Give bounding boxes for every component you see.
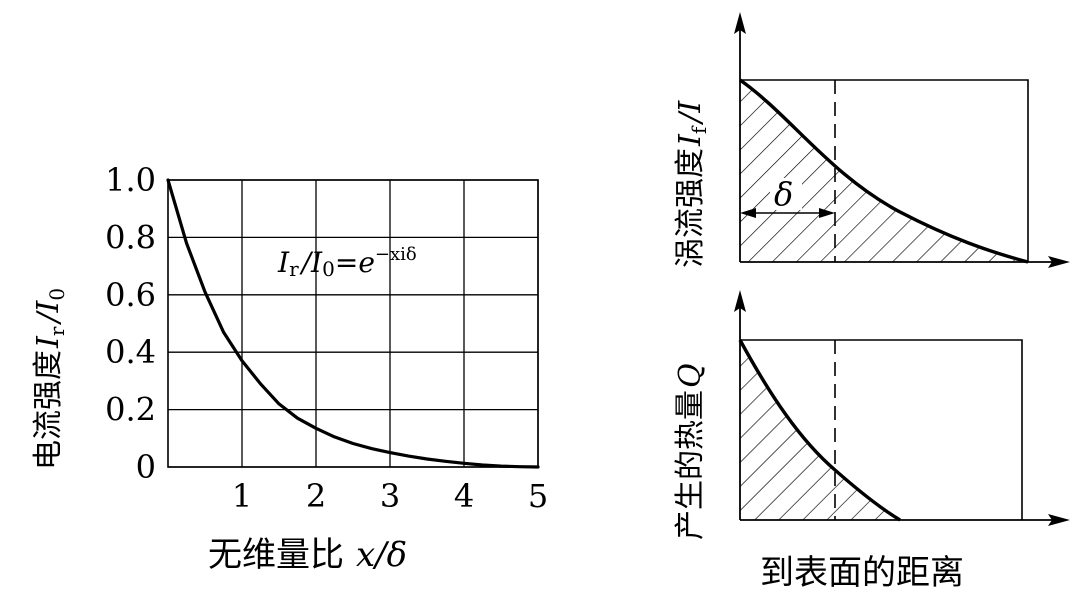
y-axis-title: 电流强度Ir/I0 xyxy=(31,288,69,470)
y-tick-label: 0.2 xyxy=(105,391,156,429)
heat-curve xyxy=(738,339,901,522)
x-tick-label: 5 xyxy=(528,477,548,515)
hatched-area xyxy=(740,340,900,520)
reference-box xyxy=(740,79,1029,262)
decay-curve xyxy=(739,78,1029,264)
y-tick-labels: 1.0 0.8 0.6 0.4 0.2 0 xyxy=(105,161,156,486)
y-tick-label: 1.0 xyxy=(105,161,156,199)
x-tick-label: 4 xyxy=(454,477,474,515)
grid xyxy=(168,179,539,468)
y-axis-title: 产生的热量Q xyxy=(673,363,708,540)
x-axis-arrow-icon xyxy=(1048,256,1070,268)
x-axis-arrow-icon xyxy=(1048,514,1070,526)
attenuation-chart: 1.0 0.8 0.6 0.4 0.2 0 1 2 3 4 5 Ir/I0=e−xiδ 电流强度I… xyxy=(31,161,548,575)
x-tick-label: 1 xyxy=(232,477,252,515)
x-tick-label: 2 xyxy=(306,477,326,515)
shared-x-axis-title: 到表面的距离 xyxy=(760,553,964,593)
delta-label: δ xyxy=(774,175,793,213)
y-axis-arrow-icon xyxy=(734,12,746,34)
x-tick-label: 3 xyxy=(380,477,400,515)
y-axis-title: 涡流强度If/I xyxy=(673,100,711,268)
x-axis-title: 无维量比 x/δ xyxy=(208,535,407,575)
y-tick-label: 0.8 xyxy=(105,218,156,256)
y-tick-label: 0.6 xyxy=(105,276,156,314)
series-line xyxy=(166,178,540,469)
eddy-current-diagram: δ 涡流强度If/I xyxy=(673,12,1070,268)
plot-frame xyxy=(167,179,539,468)
arrow-right-icon xyxy=(819,208,835,218)
y-tick-label: 0.4 xyxy=(105,333,156,371)
delta-label-bg xyxy=(770,178,802,210)
formula: Ir/I0=e−xiδ xyxy=(277,244,417,281)
x-tick-labels: 1 2 3 4 5 xyxy=(232,477,548,515)
y-tick-label: 0 xyxy=(136,448,156,486)
arrow-left-icon xyxy=(740,208,756,218)
y-axis-arrow-icon xyxy=(734,290,746,312)
hatched-area xyxy=(740,80,1028,262)
reference-box xyxy=(740,339,1023,520)
heat-diagram: 产生的热量Q xyxy=(673,290,1070,540)
